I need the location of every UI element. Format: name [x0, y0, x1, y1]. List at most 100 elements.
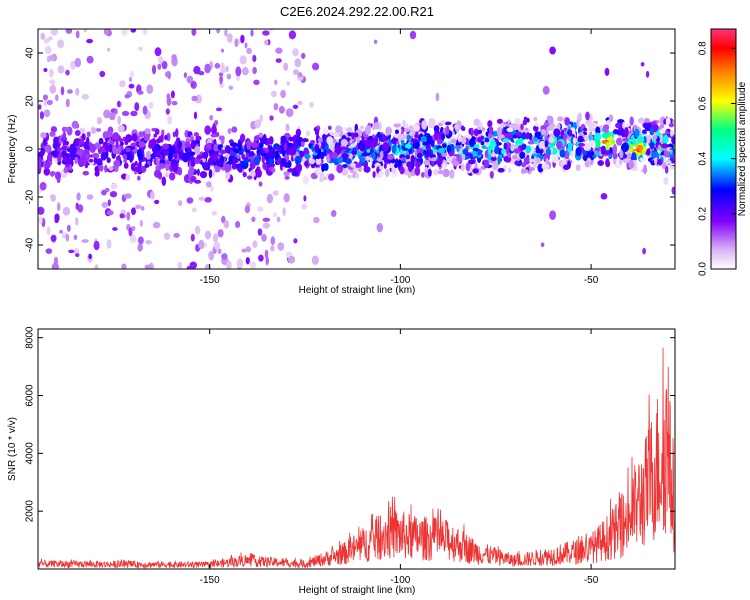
spectrogram-cell [54, 256, 58, 266]
snr-frame [37, 328, 676, 570]
spectrogram-cell [134, 166, 141, 173]
spectrogram-cell [382, 142, 389, 152]
spectrogram-cell [526, 118, 530, 123]
spectrogram-cell [477, 126, 482, 131]
spectrogram-cell [355, 172, 360, 179]
spectrogram-cell [262, 30, 270, 36]
spectrogram-cell [457, 133, 462, 143]
spectrogram-cell [285, 108, 294, 117]
spectrogram-cell [329, 131, 335, 136]
spectrogram-cell [208, 169, 213, 179]
spectrogram-cell [353, 132, 359, 138]
spectrogram-cell [189, 261, 197, 269]
spectrogram-cell [206, 181, 212, 188]
spectrogram-cell [246, 140, 252, 147]
spectrogram-cell [665, 165, 669, 174]
spectrogram-cell [306, 130, 311, 137]
spectrogram-cell [234, 38, 239, 48]
spectrogram-cell [100, 151, 107, 161]
spectrogram-cell [372, 151, 376, 161]
spectrogram-cell [98, 164, 104, 171]
spectrogram-cell [311, 255, 319, 265]
spectrogram-cell [75, 30, 80, 39]
spectrogram-cell [66, 147, 73, 153]
spectrogram-cell [200, 171, 207, 179]
spectrogram-cell [253, 79, 260, 86]
spectrogram-cell [614, 164, 621, 168]
spectrogram-cell [173, 152, 178, 160]
spectrogram-cell [622, 138, 629, 142]
spectrogram-cell [600, 193, 608, 200]
spectrogram-cell [496, 126, 502, 136]
spectrogram-cell [61, 150, 67, 159]
spectrogram-cell [186, 265, 191, 269]
spectrogram-cell [287, 168, 295, 173]
spectrogram-cell [454, 124, 460, 130]
spectrogram-cell [55, 94, 59, 102]
spectrogram-cell [198, 239, 205, 250]
spectrogram-cell [524, 133, 530, 138]
spectrogram-cell [198, 196, 206, 201]
spectrogram-cell [570, 150, 574, 158]
spectrogram-cell [380, 150, 384, 159]
spectrogram-cell [518, 137, 524, 146]
snr-x-label: Height of straight line (km) [299, 585, 416, 596]
snr-x-ticks: -150 -100 -50 [200, 329, 599, 586]
spectrogram-cell [643, 164, 647, 175]
spectrogram-cell [577, 135, 584, 144]
spectrogram-cell [385, 126, 392, 136]
spectrogram-cell [528, 167, 535, 171]
snr-y-ticks: 2000 4000 6000 8000 [25, 326, 675, 522]
spectrogram-cell [101, 189, 107, 196]
spectrogram-cell [244, 42, 248, 49]
spectrogram-cell [295, 163, 302, 173]
spectrogram-cell [342, 164, 348, 168]
spectrogram-cell [608, 114, 614, 122]
spectrogram-cell [604, 67, 610, 76]
spectrogram-cell [191, 29, 197, 36]
spectrogram-cell [460, 125, 464, 131]
spectrogram-cell [296, 133, 300, 140]
spectrogram-cell [416, 160, 421, 168]
spectrogram-cell [331, 152, 338, 160]
spectrogram-cell [219, 83, 225, 89]
spectrogram-cell [258, 181, 263, 187]
spectrogram-cell [407, 172, 412, 179]
spectrogram-cell [349, 153, 353, 159]
spectrogram-cell [659, 128, 666, 134]
spectrogram-cell [130, 235, 137, 243]
spectrogram-cell [225, 65, 229, 73]
spectrogram-cell [595, 132, 602, 141]
spectrogram-cell [520, 123, 524, 131]
spectrogram-cell [117, 124, 125, 133]
spectrogram-cell [538, 140, 546, 150]
spectrogram-cell [298, 72, 303, 78]
spectrogram-cell [277, 242, 285, 251]
spectrogram-cell [366, 149, 371, 153]
spectrogram-cell [529, 158, 535, 163]
spectrogram-cell [106, 239, 112, 249]
spectrogram-cell [503, 142, 508, 150]
spectrogram-cell [446, 144, 452, 153]
spectrogram-cell [274, 150, 280, 160]
spectrogram-cell [642, 247, 646, 255]
spectrogram-cell [68, 249, 75, 254]
spectrogram-cell [605, 160, 611, 168]
spectrogram-cell [49, 131, 56, 137]
spectrogram-cell [159, 136, 163, 143]
spectrogram-cell [409, 131, 413, 136]
spectrogram-cell [242, 67, 249, 76]
spectrogram-cell [282, 207, 286, 217]
spectrogram-cell [214, 63, 220, 69]
spectrogram-cell [169, 172, 176, 181]
spectrogram-cell [503, 156, 508, 162]
spectrogram-cell [575, 164, 581, 171]
spectrogram-cell [516, 131, 522, 137]
spectrogram-cell [564, 117, 570, 126]
spectrogram-cell [208, 149, 216, 155]
spectrogram-cell [79, 127, 86, 134]
spectrogram-cell [250, 29, 254, 37]
spectrogram-cell [623, 123, 630, 128]
spectrogram-cell [50, 234, 57, 242]
spectrogram-cell [154, 47, 162, 57]
